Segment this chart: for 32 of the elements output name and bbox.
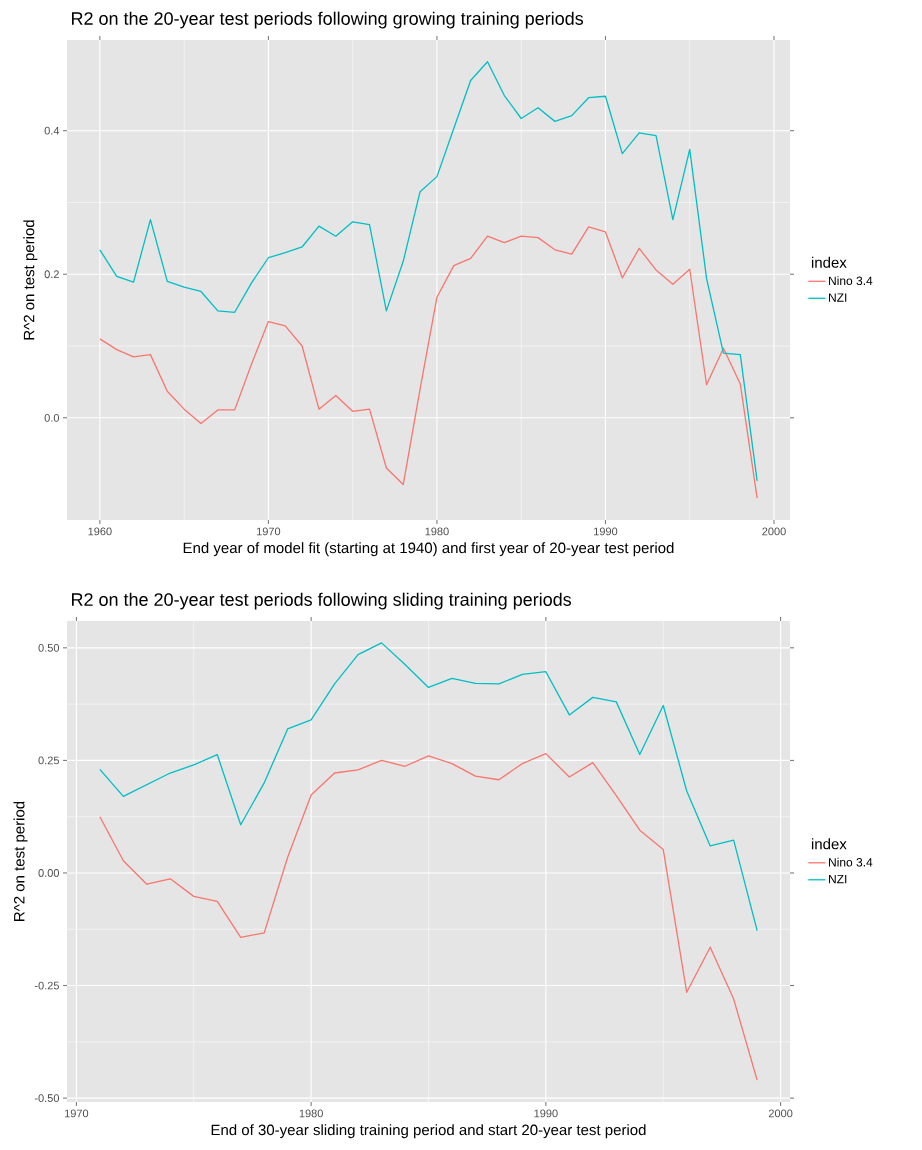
line-series [99,753,758,1081]
legend-label: NZI [829,293,847,302]
x-axis-title: End year of model fit (starting at 1940) and first year of 20-year test period [183,542,674,557]
x-tick-label: 1990 [594,527,618,536]
y-tick-label: -0.50 [34,1094,60,1103]
y-tick-label: -0.25 [34,981,59,990]
line-series [99,61,758,482]
y-tick-label: 0.00 [38,869,60,877]
legend-title: index [811,256,847,268]
legend-title: index [811,838,847,850]
x-axis-title: End of 30-year sliding training period and start 20-year test period [211,1124,646,1139]
legend-label: Nino 3.4 [829,857,873,867]
y-axis-title: R^2 on test period [23,220,38,340]
x-tick-label: 1970 [256,527,281,536]
x-tick-label: 1980 [425,527,449,536]
line-series [99,226,758,499]
x-tick-label: 1980 [299,1109,323,1118]
x-tick-label: 1990 [534,1109,558,1118]
legend-label: NZI [829,874,847,884]
x-tick-label: 1960 [88,527,112,536]
legend-label: Nino 3.4 [829,276,873,285]
x-tick-label: 2000 [762,527,786,536]
chart-title: R2 on the 20-year test periods following sliding training periods [72,592,572,610]
y-tick-label: 0.50 [38,643,60,652]
y-tick-label: 0.0 [44,413,60,422]
x-tick-label: 2000 [768,1109,793,1118]
y-tick-label: 0.2 [44,270,59,279]
chart-title: R2 on the 20-year test periods following growing training periods [72,11,584,29]
y-axis-title: R^2 on test period [13,801,28,921]
y-tick-label: 0.4 [44,126,60,135]
y-tick-label: 0.25 [38,756,59,765]
x-tick-label: 1970 [64,1109,89,1118]
